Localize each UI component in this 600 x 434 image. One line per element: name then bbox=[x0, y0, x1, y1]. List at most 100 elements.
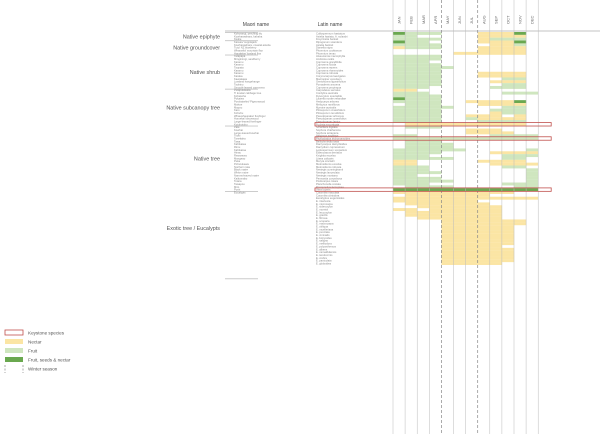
latin-name: Coprosma lucida bbox=[316, 63, 337, 67]
month-cell bbox=[393, 60, 406, 64]
month-cell bbox=[441, 196, 454, 200]
maori-name: Kowharawhara, coastal astelia bbox=[234, 43, 271, 47]
latin-name: E. muelleriana bbox=[316, 227, 334, 231]
latin-name: Leptospermum scoparium bbox=[316, 148, 348, 152]
month-cell bbox=[429, 188, 442, 192]
latin-name: Laurelia novae-zelandiae bbox=[316, 97, 347, 101]
month-cell bbox=[514, 219, 527, 223]
month-cell bbox=[429, 205, 442, 209]
month-cell bbox=[514, 74, 527, 78]
month-cell bbox=[465, 225, 478, 229]
month-cell bbox=[465, 131, 478, 135]
month-cell bbox=[465, 202, 478, 206]
maori-name: Smooth-leaved coprosma bbox=[234, 85, 265, 89]
month-cell bbox=[453, 227, 466, 231]
month-cell bbox=[453, 239, 466, 243]
month-cell bbox=[393, 105, 406, 109]
month-cell bbox=[453, 122, 466, 126]
month-cell bbox=[465, 222, 478, 226]
month-cell bbox=[489, 46, 503, 50]
month-cell bbox=[453, 262, 466, 265]
month-cell bbox=[453, 250, 466, 254]
month-cell bbox=[489, 40, 503, 44]
month-cell bbox=[526, 91, 539, 95]
month-cell bbox=[405, 202, 418, 206]
month-cell bbox=[429, 208, 442, 212]
month-cell bbox=[405, 156, 418, 160]
month-cell bbox=[405, 145, 418, 149]
month-cell bbox=[453, 216, 466, 220]
month-cell bbox=[477, 46, 490, 50]
month-cell bbox=[501, 242, 515, 246]
month-cell bbox=[393, 77, 406, 81]
month-cell bbox=[441, 148, 454, 152]
month-cell bbox=[514, 137, 527, 141]
month-cell bbox=[429, 57, 442, 61]
month-cell bbox=[453, 148, 466, 152]
month-cell bbox=[417, 37, 430, 41]
month-cell bbox=[489, 80, 503, 84]
month-cell bbox=[489, 225, 503, 229]
month-cell bbox=[501, 225, 515, 229]
month-cell bbox=[417, 103, 430, 106]
month-label: JUN bbox=[457, 16, 462, 24]
latin-name: Dysoxylum spectabile bbox=[316, 94, 342, 98]
month-cell bbox=[393, 54, 406, 58]
month-cell bbox=[393, 208, 406, 212]
latin-name: Corynocarpus laevigatus bbox=[316, 74, 346, 78]
month-cell bbox=[465, 188, 478, 192]
month-cell bbox=[477, 103, 490, 106]
month-cell bbox=[429, 37, 442, 41]
month-cell bbox=[429, 139, 442, 143]
month-cell bbox=[417, 68, 430, 72]
month-cell bbox=[405, 213, 418, 217]
month-cell bbox=[429, 191, 442, 194]
month-cell bbox=[501, 80, 515, 84]
month-cell bbox=[526, 168, 539, 172]
month-cell bbox=[477, 40, 490, 44]
month-cell bbox=[514, 105, 527, 109]
month-cell bbox=[417, 43, 430, 47]
month-cell bbox=[489, 191, 503, 194]
month-cell bbox=[417, 185, 430, 189]
month-cell bbox=[501, 77, 515, 81]
month-cell bbox=[417, 137, 430, 141]
month-cell bbox=[465, 236, 478, 240]
month-cell bbox=[417, 125, 430, 129]
month-cell bbox=[393, 94, 406, 98]
month-cell bbox=[489, 253, 503, 257]
latin-name: E. gracilis bbox=[316, 213, 328, 217]
month-cell bbox=[465, 239, 478, 243]
month-cell bbox=[429, 213, 442, 217]
month-cell bbox=[441, 210, 454, 214]
latin-name: E. globoidea bbox=[316, 261, 331, 265]
maori-name: Putaputaweta bbox=[234, 88, 251, 92]
month-cell bbox=[453, 259, 466, 263]
latin-name: E. microcarpa bbox=[316, 202, 333, 206]
month-cell bbox=[441, 137, 454, 141]
group-labels-layer: Native epiphyte Native groundcover Native … bbox=[166, 32, 258, 280]
legend-swatch-fruit bbox=[5, 348, 23, 353]
month-cell bbox=[501, 117, 515, 121]
month-cell bbox=[405, 139, 418, 143]
month-cell bbox=[429, 83, 442, 87]
month-cell bbox=[393, 196, 406, 200]
month-cell bbox=[489, 242, 503, 246]
month-cell bbox=[514, 120, 527, 123]
latin-name: E. polyanthemos bbox=[316, 244, 337, 248]
month-cell bbox=[489, 43, 503, 47]
month-cell bbox=[393, 165, 406, 169]
month-cell bbox=[393, 85, 406, 89]
month-cell bbox=[393, 137, 406, 141]
month-cell bbox=[405, 43, 418, 47]
month-cell bbox=[429, 185, 442, 189]
month-cell bbox=[489, 159, 503, 163]
month-cell bbox=[526, 162, 539, 166]
month-cell bbox=[441, 179, 454, 183]
month-cell bbox=[417, 199, 430, 203]
month-cell bbox=[393, 108, 406, 112]
month-cell bbox=[393, 71, 406, 75]
month-cell bbox=[501, 43, 515, 47]
month-cell bbox=[465, 233, 478, 237]
month-cell bbox=[514, 80, 527, 84]
